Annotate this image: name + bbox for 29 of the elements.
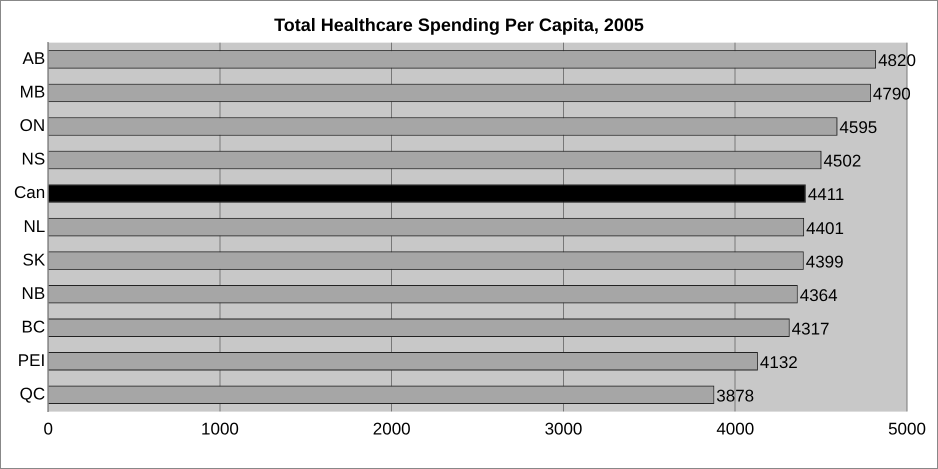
x-tick-label: 3000	[544, 419, 582, 438]
data-label: 4364	[800, 286, 838, 305]
data-label: 3878	[716, 386, 754, 406]
y-tick-label: ON	[20, 116, 46, 136]
data-label: 4820	[878, 51, 916, 70]
data-label: 4132	[760, 352, 798, 372]
data-label: 4317	[792, 319, 830, 338]
x-tick-label: 0	[43, 419, 53, 438]
x-tick-label: 2000	[372, 419, 411, 438]
y-tick-label: NL	[23, 216, 46, 236]
y-tick-label: SK	[22, 250, 46, 270]
data-label: 4595	[839, 118, 878, 138]
data-label: 4399	[806, 252, 844, 272]
data-label: 4502	[823, 152, 862, 171]
data-label: 4401	[806, 218, 844, 238]
y-tick-label: NB	[22, 284, 46, 303]
x-tick-label: 1000	[201, 419, 239, 438]
data-label: 4411	[808, 185, 844, 204]
y-tick-label: NS	[22, 150, 46, 169]
y-tick-label: AB	[22, 49, 46, 68]
y-tick-label: PEI	[18, 350, 46, 370]
y-tick-label: BC	[22, 317, 46, 336]
data-label: 4790	[872, 84, 911, 104]
chart-title: Total Healthcare Spending Per Capita, 2005	[274, 14, 644, 35]
y-tick-label: MB	[20, 82, 46, 102]
x-tick-label: 4000	[716, 419, 754, 438]
x-tick-label: 5000	[888, 419, 926, 438]
y-tick-label: Can	[14, 183, 46, 202]
y-tick-label: QC	[20, 384, 46, 404]
